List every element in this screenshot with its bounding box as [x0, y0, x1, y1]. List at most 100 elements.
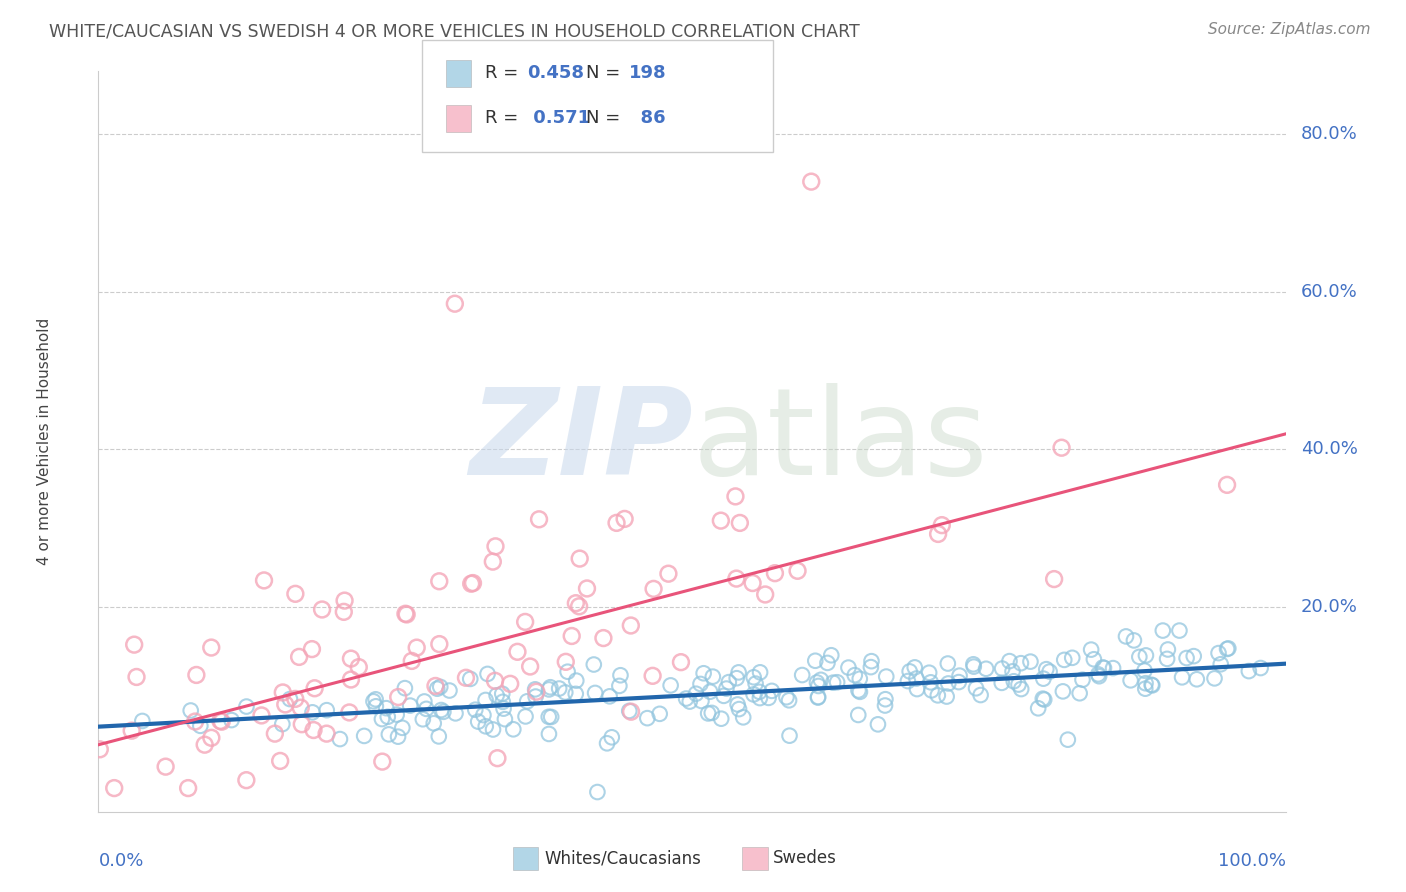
Point: [494, 712, 516, 726]
Point: [807, 690, 830, 704]
Point: [761, 684, 783, 698]
Point: [1122, 633, 1144, 648]
Point: [575, 582, 598, 596]
Point: [613, 512, 636, 526]
Point: [200, 731, 222, 745]
Point: [1140, 678, 1163, 692]
Point: [948, 668, 970, 682]
Point: [779, 729, 801, 743]
Point: [866, 717, 889, 731]
Point: [1218, 641, 1240, 656]
Point: [897, 674, 920, 689]
Text: N =: N =: [586, 64, 626, 82]
Point: [412, 712, 434, 726]
Point: [1052, 684, 1074, 698]
Point: [1010, 681, 1032, 696]
Point: [807, 679, 830, 693]
Point: [669, 655, 692, 669]
Point: [1033, 692, 1056, 706]
Point: [1135, 676, 1157, 690]
Point: [278, 692, 301, 706]
Point: [1204, 672, 1226, 686]
Point: [1053, 653, 1076, 667]
Text: R =: R =: [485, 64, 524, 82]
Point: [329, 732, 352, 747]
Point: [371, 712, 394, 726]
Point: [485, 689, 508, 703]
Point: [315, 726, 337, 740]
Point: [860, 654, 883, 668]
Point: [728, 516, 751, 530]
Point: [744, 676, 766, 690]
Point: [413, 694, 436, 708]
Point: [527, 512, 550, 526]
Point: [700, 706, 723, 720]
Text: atlas: atlas: [692, 383, 988, 500]
Point: [1152, 624, 1174, 638]
Point: [1069, 686, 1091, 700]
Point: [606, 516, 628, 530]
Point: [710, 514, 733, 528]
Point: [484, 539, 506, 553]
Point: [477, 667, 499, 681]
Point: [905, 672, 928, 686]
Point: [963, 659, 986, 673]
Point: [394, 607, 416, 621]
Point: [290, 700, 312, 714]
Point: [519, 659, 541, 673]
Text: 60.0%: 60.0%: [1301, 283, 1358, 301]
Point: [1088, 669, 1111, 683]
Point: [1209, 657, 1232, 672]
Point: [561, 629, 583, 643]
Point: [918, 665, 941, 680]
Point: [492, 695, 515, 709]
Point: [1019, 655, 1042, 669]
Point: [875, 692, 897, 706]
Point: [904, 660, 927, 674]
Point: [364, 699, 387, 714]
Point: [537, 682, 560, 697]
Text: WHITE/CAUCASIAN VS SWEDISH 4 OR MORE VEHICLES IN HOUSEHOLD CORRELATION CHART: WHITE/CAUCASIAN VS SWEDISH 4 OR MORE VEH…: [49, 22, 860, 40]
Point: [969, 688, 991, 702]
Point: [936, 657, 959, 671]
Point: [1087, 667, 1109, 681]
Point: [741, 576, 763, 591]
Text: N =: N =: [586, 110, 626, 128]
Point: [253, 574, 276, 588]
Point: [1119, 673, 1142, 688]
Point: [778, 693, 800, 707]
Point: [1043, 572, 1066, 586]
Point: [364, 692, 387, 706]
Point: [492, 701, 515, 715]
Point: [599, 690, 621, 704]
Point: [749, 665, 772, 680]
Point: [1102, 661, 1125, 675]
Point: [405, 640, 427, 655]
Point: [333, 593, 356, 607]
Point: [454, 671, 477, 685]
Point: [1168, 624, 1191, 638]
Point: [444, 296, 467, 310]
Point: [792, 668, 814, 682]
Point: [800, 175, 823, 189]
Point: [806, 675, 828, 690]
Point: [1156, 652, 1178, 666]
Text: 40.0%: 40.0%: [1301, 441, 1358, 458]
Point: [315, 703, 337, 717]
Point: [1026, 701, 1049, 715]
Point: [848, 683, 870, 698]
Text: Source: ZipAtlas.com: Source: ZipAtlas.com: [1208, 22, 1371, 37]
Point: [564, 687, 586, 701]
Point: [340, 673, 363, 687]
Point: [337, 706, 360, 720]
Point: [301, 706, 323, 720]
Point: [1007, 677, 1029, 691]
Point: [742, 687, 765, 701]
Point: [460, 576, 482, 591]
Point: [659, 678, 682, 692]
Point: [1083, 652, 1105, 666]
Point: [1185, 673, 1208, 687]
Point: [1032, 672, 1054, 686]
Point: [177, 781, 200, 796]
Point: [291, 717, 314, 731]
